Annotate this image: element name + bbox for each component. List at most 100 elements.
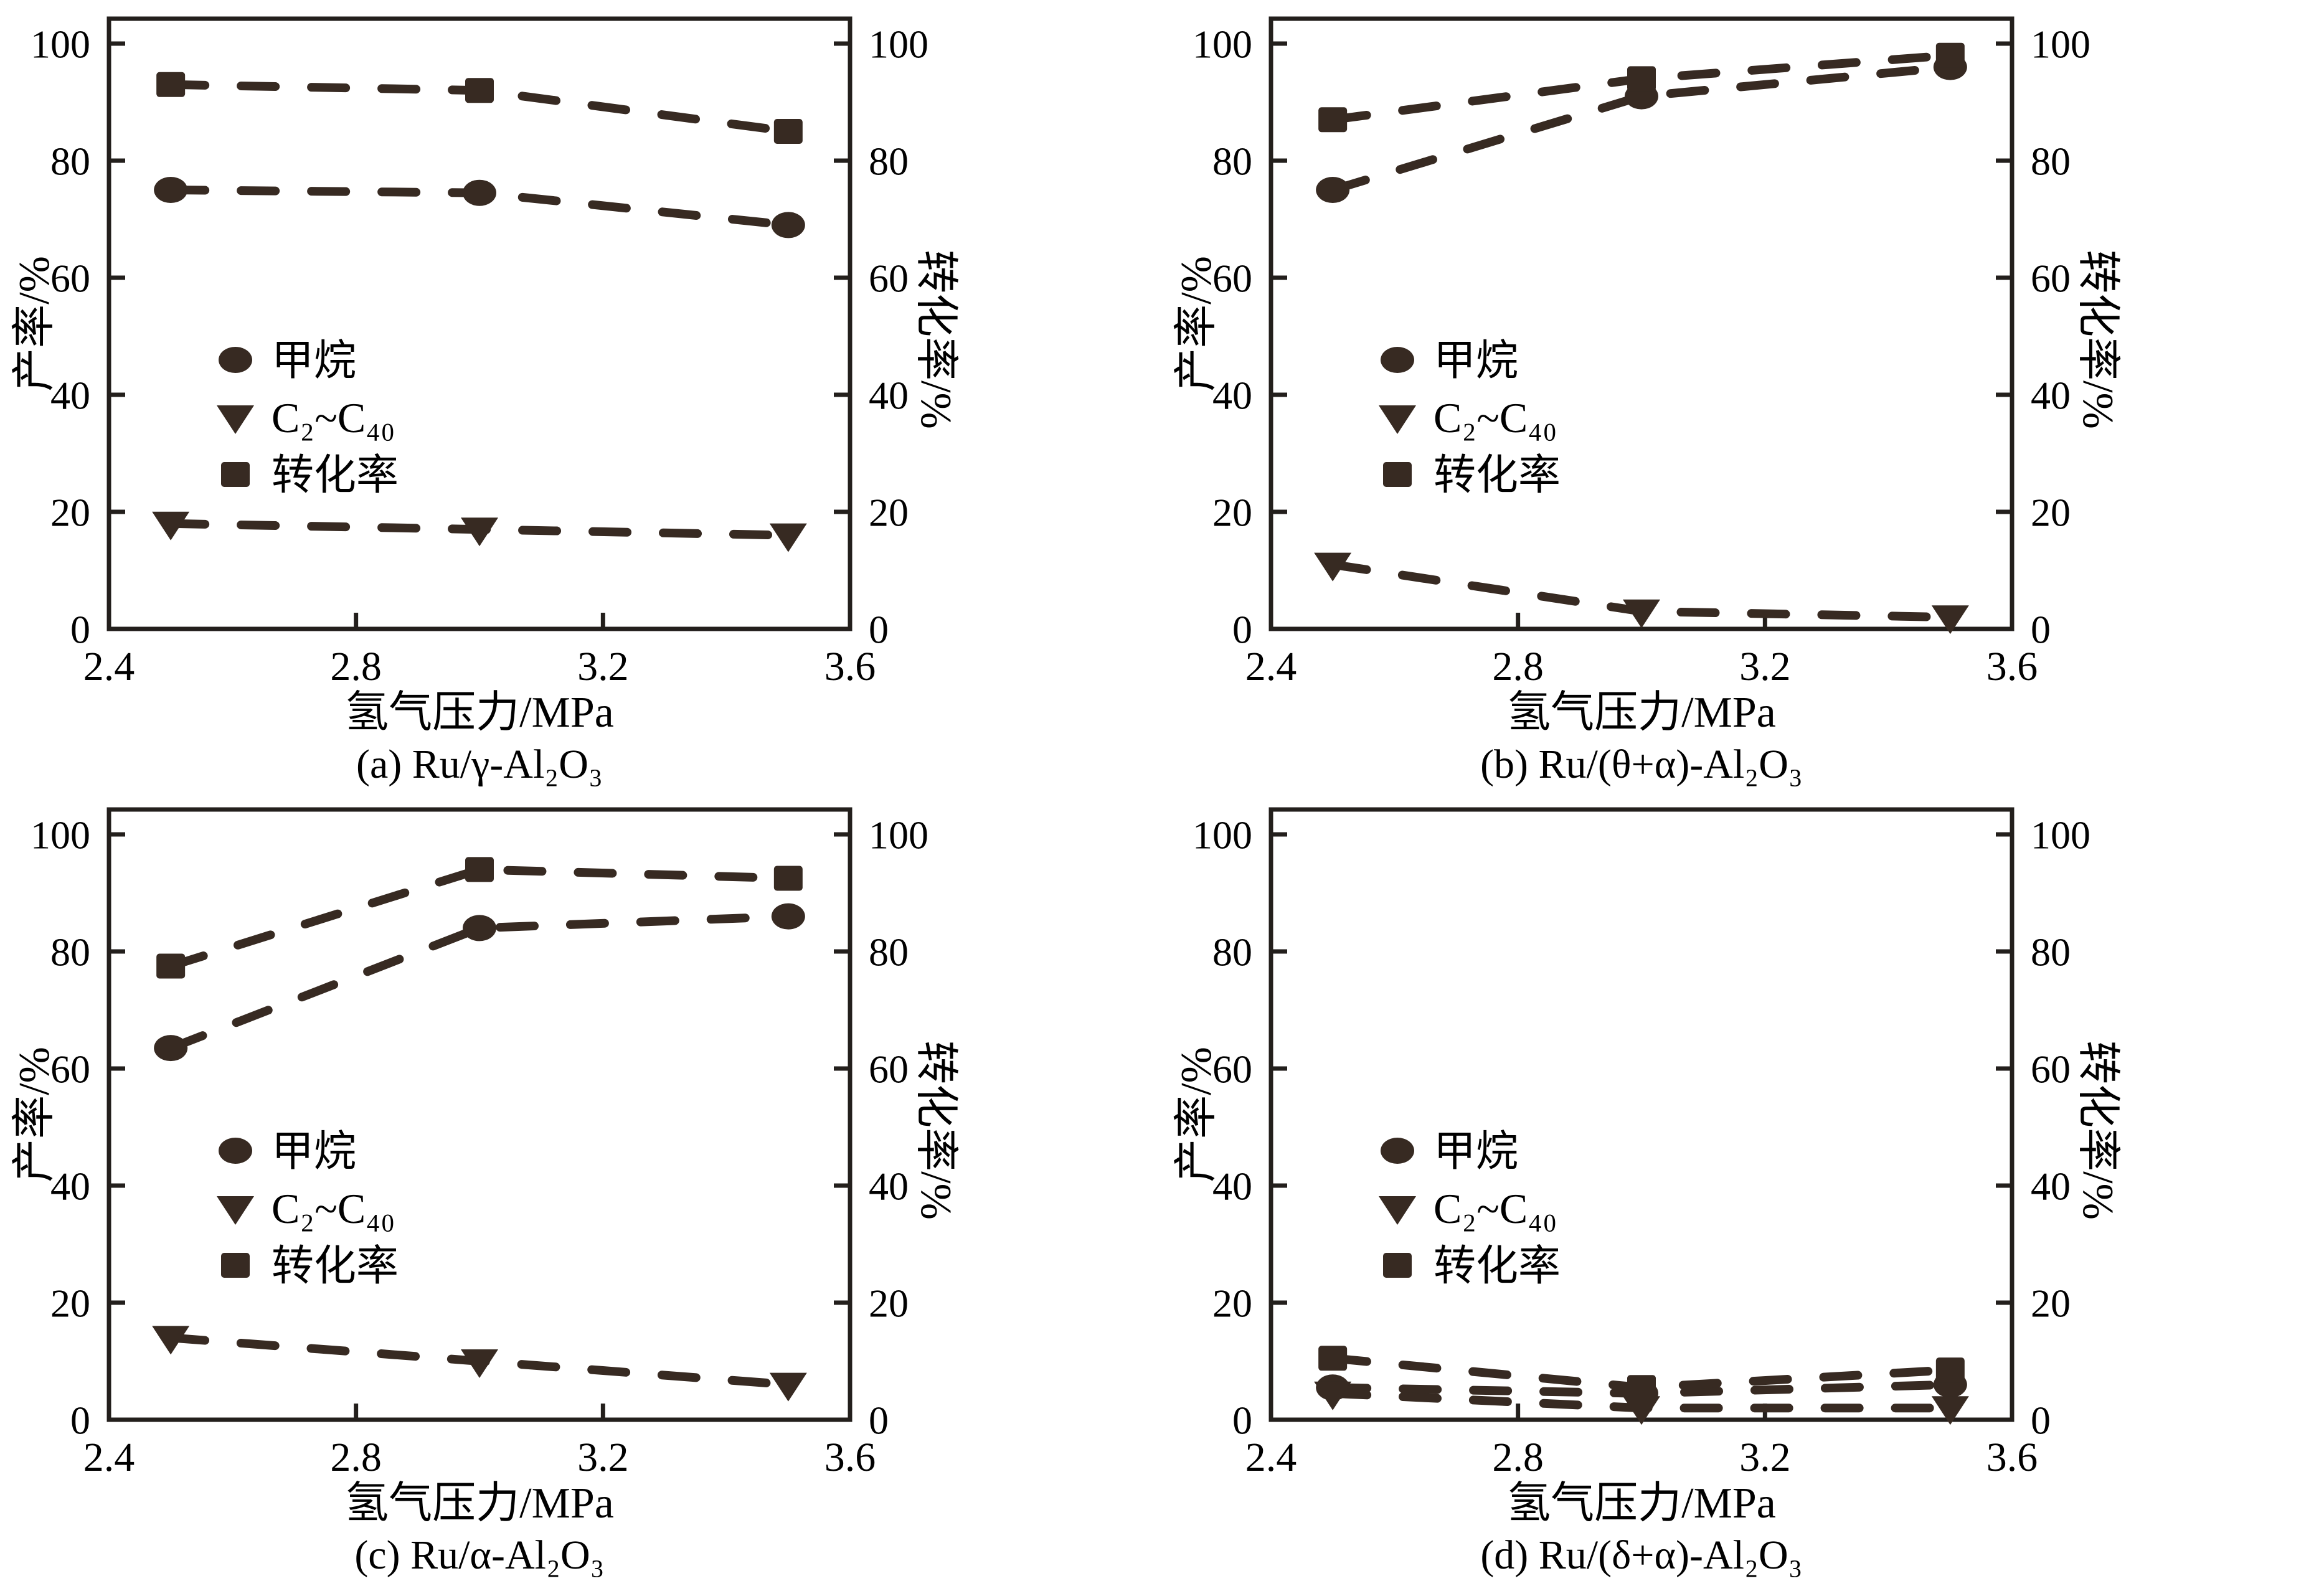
y-tick-label-right: 0: [2031, 1398, 2051, 1442]
y-tick-label-left: 20: [1212, 1281, 1252, 1325]
legend-conversion-icon: [221, 462, 250, 487]
conversion-marker: [465, 78, 494, 103]
x-tick-label: 3.6: [824, 644, 876, 689]
legend-label: 甲烷: [1434, 1128, 1518, 1175]
legend-label: 甲烷: [272, 1128, 356, 1175]
series-methane-line: [1328, 62, 1955, 194]
y-axis-label-right: 转化率/%: [2074, 250, 2122, 429]
legend-item-conversion: 转化率: [221, 451, 399, 499]
y-axis-label-right: 转化率/%: [912, 1041, 960, 1220]
y-tick-label-right: 60: [869, 1047, 909, 1091]
x-axis-label: 氢气压力/MPa: [345, 1480, 614, 1527]
y-tick-label-right: 40: [869, 373, 909, 417]
x-tick-label: 2.8: [330, 644, 382, 689]
conversion-marker: [773, 866, 803, 891]
legend-c2-c40-icon: [217, 405, 254, 434]
x-tick-label: 2.4: [1245, 644, 1297, 689]
c2-c40-marker: [152, 511, 190, 540]
x-tick-label: 3.6: [824, 1435, 876, 1480]
legend-conversion-icon: [221, 1253, 250, 1278]
legend-item-conversion: 转化率: [221, 1242, 399, 1290]
c2-c40-marker: [1931, 1396, 1969, 1425]
conversion-marker: [1935, 1357, 1965, 1383]
y-tick-label-left: 80: [50, 930, 90, 974]
y-tick-label-left: 0: [70, 1398, 90, 1442]
chart-panel-c: 2.4 2.8 3.2 3.6 0 0 20 20 40 40 60 60 80 80 100 100 甲烷 C₂…: [0, 791, 1162, 1581]
legend-label: 甲烷: [1434, 337, 1518, 384]
series-conversion-line: [166, 865, 793, 971]
methane-marker: [1316, 177, 1350, 203]
legend-methane-icon: [219, 1138, 252, 1164]
methane-marker: [154, 177, 188, 203]
y-tick-label-right: 80: [2031, 139, 2071, 183]
legend-item-c2-c40: C₂~C₄₀: [1379, 394, 1557, 441]
legend-c2-c40-icon: [217, 1196, 254, 1225]
y-tick-label-right: 20: [869, 490, 909, 534]
legend-label: C₂~C₄₀: [272, 1185, 395, 1232]
x-tick-label: 3.2: [1739, 644, 1791, 689]
plot-box: [106, 807, 853, 1422]
y-tick-label-left: 20: [50, 490, 90, 534]
legend-label: 转化率: [1434, 1242, 1561, 1290]
legend-item-methane: 甲烷: [1381, 337, 1518, 384]
y-tick-label-right: 60: [2031, 1047, 2071, 1091]
x-tick-label: 3.6: [1986, 1435, 2038, 1480]
x-axis-label: 氢气压力/MPa: [1507, 1480, 1776, 1527]
legend-label: 转化率: [1434, 451, 1561, 499]
conversion-marker: [1935, 42, 1965, 68]
y-tick-label-right: 100: [2031, 22, 2090, 66]
y-tick-label-left: 100: [1193, 813, 1252, 857]
y-axis-label-left: 产率/%: [11, 1047, 59, 1182]
y-tick-label-right: 40: [869, 1164, 909, 1208]
legend-label: 甲烷: [272, 337, 356, 384]
c2-c40-marker: [1623, 599, 1660, 628]
legend-item-methane: 甲烷: [219, 1128, 356, 1175]
c2-c40-marker: [1314, 1381, 1352, 1410]
plot-box: [106, 16, 853, 631]
y-tick-label-right: 40: [2031, 1164, 2071, 1208]
y-axis-label-left: 产率/%: [1173, 256, 1221, 392]
x-axis-label: 氢气压力/MPa: [1507, 689, 1776, 737]
y-tick-label-right: 80: [2031, 930, 2071, 974]
y-tick-label-left: 60: [1212, 256, 1252, 300]
y-tick-label-left: 40: [50, 373, 90, 417]
x-tick-label: 2.8: [1492, 644, 1544, 689]
y-tick-label-left: 0: [1232, 1398, 1252, 1442]
y-tick-label-left: 60: [50, 1047, 90, 1091]
y-tick-label-left: 20: [1212, 490, 1252, 534]
legend-conversion-icon: [1383, 1253, 1412, 1278]
legend-conversion-icon: [1383, 462, 1412, 487]
x-axis-label: 氢气压力/MPa: [345, 689, 614, 737]
c2-c40-marker: [1314, 552, 1352, 582]
conversion-marker: [156, 953, 186, 979]
y-tick-label-right: 40: [2031, 373, 2071, 417]
c2-c40-marker: [769, 523, 807, 552]
methane-marker: [463, 915, 496, 942]
legend-c2-c40-icon: [1379, 405, 1416, 434]
y-axis-label-left: 产率/%: [1173, 1047, 1221, 1182]
y-tick-label-right: 60: [2031, 256, 2071, 300]
y-tick-label-left: 100: [31, 22, 90, 66]
legend-label: C₂~C₄₀: [1434, 1185, 1557, 1232]
panel-caption-d: (d) Ru/(δ+α)-Al₂O₃: [1480, 1532, 1803, 1578]
x-tick-label: 3.2: [577, 1435, 629, 1480]
y-tick-label-right: 100: [869, 813, 928, 857]
conversion-marker: [773, 119, 803, 144]
y-tick-label-left: 40: [1212, 1164, 1252, 1208]
conversion-marker: [156, 72, 186, 97]
x-tick-label: 3.2: [1739, 1435, 1791, 1480]
y-tick-label-right: 20: [869, 1281, 909, 1325]
y-tick-label-left: 80: [1212, 930, 1252, 974]
c2-c40-marker: [152, 1326, 190, 1355]
panel-caption-b: (b) Ru/(θ+α)-Al₂O₃: [1480, 742, 1803, 787]
x-tick-label: 3.2: [577, 644, 629, 689]
y-axis-label-right: 转化率/%: [2074, 1041, 2122, 1220]
conversion-marker: [1627, 1375, 1656, 1400]
legend-label: C₂~C₄₀: [1434, 394, 1557, 441]
conversion-marker: [1318, 107, 1348, 133]
c2-c40-marker: [769, 1372, 807, 1402]
plot-box: [1268, 16, 2015, 631]
